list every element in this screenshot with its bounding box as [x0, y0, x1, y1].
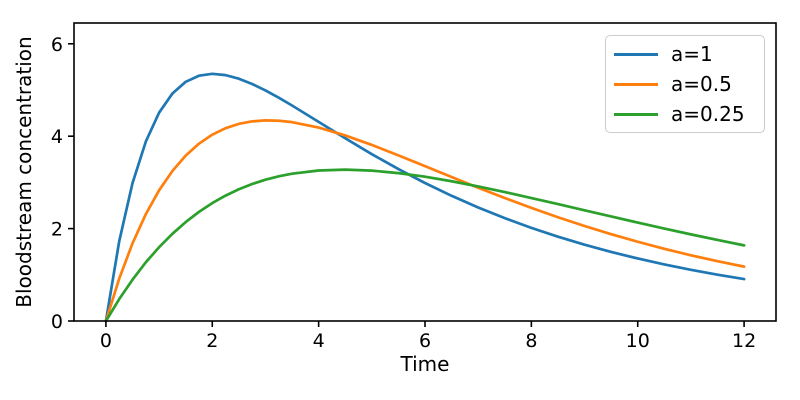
legend: a=1 a=0.5 a=0.25 — [605, 35, 765, 133]
x-tick-label: 0 — [100, 330, 112, 352]
y-tick-label: 6 — [51, 34, 63, 56]
x-tick-label: 12 — [732, 330, 756, 352]
legend-label: a=0.25 — [671, 102, 745, 126]
series-line-a-1 — [104, 72, 746, 323]
legend-line-swatch — [614, 82, 658, 86]
x-tick-label: 4 — [313, 330, 325, 352]
series-lines — [104, 72, 746, 323]
series-line-a-0.5 — [104, 119, 746, 323]
legend-label: a=0.5 — [671, 72, 732, 96]
legend-line-swatch — [614, 112, 658, 116]
x-axis-label: Time — [400, 352, 450, 376]
x-tick-label: 8 — [525, 330, 537, 352]
x-tick-label: 6 — [419, 330, 431, 352]
series-line-a-0.25 — [104, 168, 746, 323]
legend-item: a=0.25 — [614, 99, 756, 129]
x-axis-ticks: 0 2 4 6 8 10 12 — [100, 321, 756, 352]
y-axis-ticks: 0 2 4 6 — [51, 34, 74, 333]
y-tick-label: 4 — [51, 126, 63, 148]
y-tick-label: 0 — [51, 311, 63, 333]
y-tick-label: 2 — [51, 219, 63, 241]
legend-item: a=0.5 — [614, 69, 756, 99]
legend-label: a=1 — [671, 42, 713, 66]
legend-item: a=1 — [614, 39, 756, 69]
legend-line-swatch — [614, 52, 658, 56]
x-tick-label: 10 — [626, 330, 650, 352]
y-axis-label: Bloodstream concentration — [12, 36, 36, 307]
x-tick-label: 2 — [206, 330, 218, 352]
